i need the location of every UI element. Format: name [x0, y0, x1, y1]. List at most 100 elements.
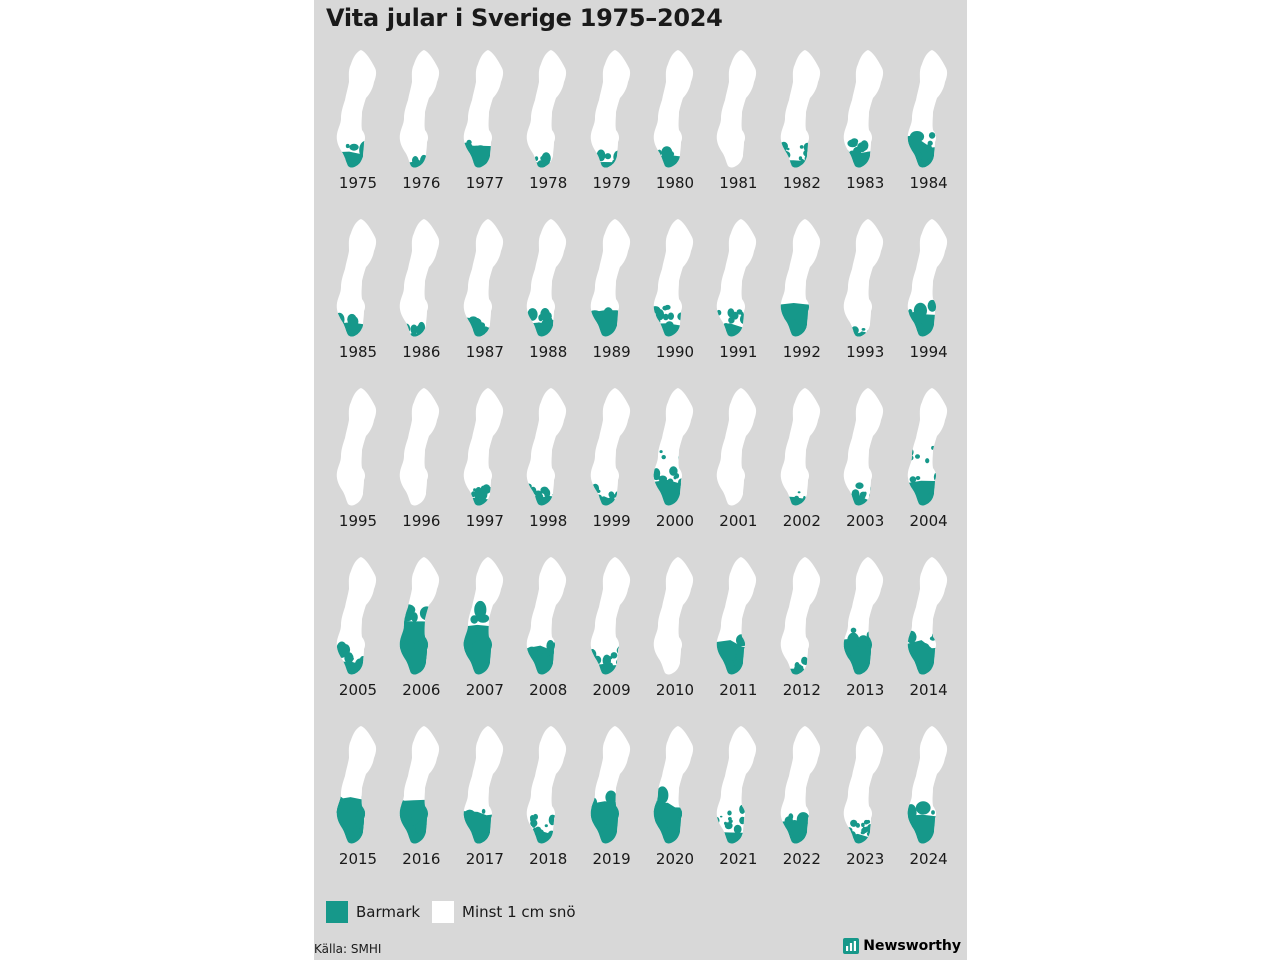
bare-patch-2012 [780, 666, 789, 675]
year-label: 1999 [592, 512, 631, 530]
year-label: 2016 [402, 850, 441, 868]
bare-patch-1991 [722, 327, 726, 331]
map-cell-2006: 2006 [391, 553, 451, 713]
bare-patch-1986 [400, 332, 404, 337]
bare-patch-1988 [538, 314, 544, 322]
bare-patch-1993 [844, 337, 847, 339]
map-cell-1998: 1998 [518, 384, 578, 544]
sweden-map-2024 [907, 726, 947, 844]
bare-patch-2009 [615, 658, 624, 667]
bare-patch-1985 [361, 325, 364, 328]
sweden-map-1978 [526, 50, 567, 168]
sweden-map-2021 [717, 726, 757, 844]
bare-patch-2008 [542, 671, 549, 675]
bare-patch-2021 [728, 817, 733, 821]
bare-patch-2020 [656, 786, 669, 804]
bare-patch-2007 [467, 662, 479, 672]
bare-patch-1998 [526, 505, 533, 506]
sweden-map-1991 [717, 219, 757, 337]
bare-patch-2019 [593, 811, 599, 819]
bare-patch-1975 [349, 143, 359, 151]
sweden-map-1996 [400, 388, 440, 506]
bare-patch-1994 [907, 313, 918, 326]
bare-patch-2020 [678, 809, 688, 821]
map-cell-2005: 2005 [328, 553, 388, 713]
brand-name: Newsworthy [863, 938, 961, 954]
bare-patch-2013 [861, 666, 870, 675]
bare-patch-1990 [667, 312, 674, 320]
bare-ground-2006 [400, 604, 440, 675]
year-label: 2023 [846, 850, 885, 868]
bare-patch-1993 [850, 330, 855, 337]
bare-patch-1998 [526, 483, 532, 489]
bare-patch-2005 [350, 665, 354, 670]
bare-patch-2014 [907, 669, 914, 675]
brand-logo[interactable]: Newsworthy [843, 938, 961, 954]
bare-patch-2020 [653, 818, 668, 842]
map-cell-2014: 2014 [899, 553, 959, 713]
bare-patch-2018 [536, 829, 545, 837]
bare-patch-2022 [796, 812, 810, 827]
bare-patch-2004 [922, 498, 930, 505]
map-cell-1996: 1996 [391, 384, 451, 544]
snow-area-1976 [400, 50, 440, 168]
bare-patch-1976 [400, 165, 405, 168]
map-cell-1994: 1994 [899, 215, 959, 375]
bare-region-1997 [463, 497, 503, 506]
bare-patch-1991 [743, 318, 752, 325]
bare-patch-2008 [545, 655, 558, 673]
bare-patch-1983 [847, 139, 858, 148]
bare-patch-2003 [866, 501, 871, 505]
bare-patch-1978 [528, 159, 533, 166]
bare-patch-1988 [541, 319, 550, 327]
bare-patch-1990 [653, 330, 659, 337]
year-label: 2020 [655, 850, 695, 868]
bare-patch-1999 [604, 504, 608, 506]
map-cell-1989: 1989 [582, 215, 642, 375]
bare-patch-1977 [485, 162, 489, 167]
map-cell-2019: 2019 [582, 722, 642, 882]
bare-patch-2019 [590, 815, 595, 823]
bare-patch-2006 [400, 604, 416, 616]
bare-patch-1988 [549, 322, 554, 329]
snow-area-2010 [653, 557, 694, 675]
bare-patch-1978 [549, 164, 559, 168]
bare-patch-2002 [797, 491, 801, 494]
bare-patch-2004 [921, 485, 930, 495]
bare-patch-1993 [861, 328, 866, 331]
bare-patch-2003 [860, 491, 867, 497]
bare-patch-2004 [907, 455, 914, 461]
bare-patch-1990 [655, 309, 665, 321]
bare-patch-1977 [473, 145, 487, 160]
bare-patch-2005 [341, 644, 351, 656]
bare-patch-2014 [907, 659, 911, 670]
bare-patch-2004 [933, 472, 941, 482]
year-label: 1990 [655, 343, 695, 361]
bare-patch-2000 [682, 490, 688, 496]
bare-patch-2003 [843, 500, 847, 506]
newsworthy-bar-chart-icon [843, 938, 860, 954]
map-cell-1980: 1980 [645, 46, 705, 206]
bare-patch-1997 [475, 498, 485, 506]
bare-patch-1984 [907, 149, 922, 167]
bare-patch-1989 [590, 310, 603, 325]
year-label: 1975 [338, 174, 378, 192]
bare-patch-1983 [866, 151, 870, 157]
bare-patch-2005 [364, 668, 372, 675]
sweden-map-2001 [717, 388, 757, 506]
bare-patch-2000 [681, 452, 688, 462]
map-cell-1987: 1987 [455, 215, 515, 375]
map-cell-2001: 2001 [708, 384, 768, 544]
bare-patch-2002 [802, 501, 809, 506]
legend-item-snow: Minst 1 cm snö [432, 900, 576, 924]
bare-patch-1982 [804, 153, 812, 164]
map-cell-1978: 1978 [518, 46, 578, 206]
bare-patch-1975 [349, 161, 363, 168]
sweden-map-1999 [590, 388, 630, 506]
bare-patch-2006 [408, 655, 423, 668]
bare-patch-1993 [864, 332, 870, 337]
bare-patch-2005 [363, 667, 371, 673]
year-label: 1995 [338, 512, 378, 530]
bare-patch-2018 [547, 830, 556, 839]
bare-patch-2011 [745, 635, 751, 643]
